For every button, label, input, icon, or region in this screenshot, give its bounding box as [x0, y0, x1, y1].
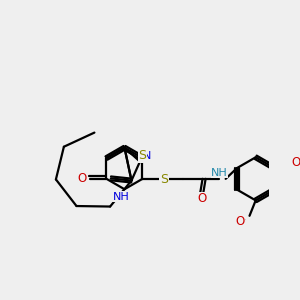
Text: NH: NH — [211, 168, 228, 178]
Text: O: O — [197, 192, 206, 206]
Text: O: O — [77, 172, 86, 184]
Text: O: O — [291, 156, 300, 169]
Text: S: S — [138, 149, 146, 162]
Text: NH: NH — [113, 192, 130, 202]
Text: N: N — [143, 151, 151, 161]
Text: S: S — [160, 173, 168, 186]
Text: O: O — [236, 215, 245, 229]
